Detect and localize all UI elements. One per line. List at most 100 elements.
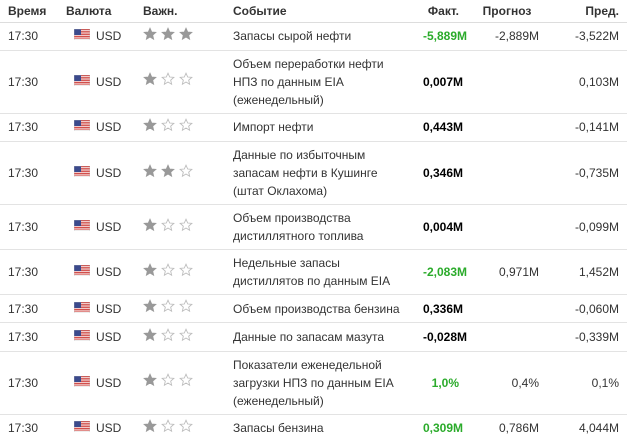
star	[161, 26, 175, 46]
time: 17:30	[0, 249, 58, 296]
star	[179, 299, 193, 318]
event-row: 17:30 USD Недельные запасы дистиллятов по …	[0, 249, 627, 296]
currency: USD	[66, 27, 127, 45]
currency: USD	[66, 328, 127, 346]
actual: -5,889M	[415, 22, 467, 51]
flag	[73, 27, 91, 45]
event: Объем производства бензина	[225, 294, 415, 324]
currency: USD	[66, 164, 127, 182]
event: Запасы сырой нефти	[225, 22, 415, 51]
importance-cell	[135, 141, 225, 206]
previous: 0,1%	[547, 351, 627, 415]
actual: 0,007M	[415, 50, 467, 114]
time: 17:30	[0, 141, 58, 206]
actual: -2,083M	[415, 249, 467, 296]
importance-stars	[143, 299, 193, 318]
actual: 0,336M	[415, 294, 467, 324]
actual: 1,0%	[415, 351, 467, 415]
previous: 1,452M	[547, 249, 627, 296]
star	[143, 419, 157, 438]
time: 17:30	[0, 351, 58, 415]
currency-cell: USD	[58, 141, 135, 206]
previous: 4,044M	[578, 421, 619, 436]
event-row: 17:30 USD Данные по запасам мазута -0,028M -…	[0, 322, 627, 352]
time: 17:30	[0, 294, 58, 324]
importance-stars	[143, 217, 193, 237]
currency-cell: USD	[58, 294, 135, 324]
importance-cell	[135, 351, 225, 415]
star	[161, 327, 175, 347]
currency-cell: USD	[58, 22, 135, 51]
star	[179, 217, 193, 237]
star	[143, 118, 157, 137]
forecast	[467, 294, 547, 324]
column-header: Пред.	[547, 0, 627, 23]
importance-stars	[143, 163, 193, 183]
star	[143, 262, 157, 282]
currency-cell: USD	[58, 414, 135, 442]
currency: USD	[66, 218, 127, 236]
time: 17:30	[0, 50, 58, 114]
event: Объем переработки нефти НПЗ по данным EI…	[225, 50, 415, 114]
star	[161, 118, 175, 137]
currency: USD	[66, 73, 127, 91]
actual: 0,004M	[415, 204, 467, 251]
star	[143, 373, 157, 392]
event: Импорт нефти	[225, 113, 415, 143]
previous: -0,099M	[547, 204, 627, 251]
forecast	[467, 204, 547, 251]
forecast: 0,4%	[467, 351, 547, 415]
previous: 0,103M	[547, 50, 627, 114]
importance-cell	[135, 22, 225, 51]
star	[161, 299, 175, 318]
star	[143, 217, 157, 237]
star	[143, 26, 157, 46]
flag	[73, 328, 91, 346]
star	[179, 327, 193, 347]
time: 17:30	[0, 113, 58, 143]
importance-stars	[143, 72, 193, 91]
event-row: 17:30 USD Объем производства дистиллятного…	[0, 204, 627, 251]
star	[179, 72, 193, 91]
currency-cell: USD	[58, 50, 135, 114]
currency-cell: USD	[58, 113, 135, 143]
importance-cell	[135, 294, 225, 324]
importance-cell	[135, 249, 225, 296]
event-row: 17:30 USD Показатели еженедельной загрузки…	[0, 351, 627, 415]
star	[161, 419, 175, 438]
star	[179, 26, 193, 46]
forecast	[467, 50, 547, 114]
star	[179, 262, 193, 282]
currency: USD	[66, 374, 127, 392]
forecast: -2,889M	[467, 22, 547, 51]
currency: USD	[66, 118, 127, 136]
flag	[73, 374, 91, 392]
currency-code: USD	[96, 74, 122, 89]
actual: -0,028M	[415, 322, 467, 352]
importance-cell	[135, 322, 225, 352]
importance-stars	[143, 419, 193, 438]
previous: -0,339M	[547, 322, 627, 352]
actual: 0,309M	[423, 421, 464, 436]
currency-code: USD	[96, 120, 122, 135]
flag	[73, 218, 91, 236]
forecast: 0,786M	[498, 421, 539, 436]
importance-stars	[143, 373, 193, 392]
currency-cell: USD	[58, 322, 135, 352]
star	[143, 72, 157, 91]
currency: USD	[66, 300, 127, 318]
currency: USD	[66, 419, 127, 437]
event-row: 17:30 USD Запасы бензина 0,309M 0,786M 4,044M	[0, 414, 627, 442]
event-row: 17:30 USD Объем переработки нефти НПЗ по д…	[0, 50, 627, 114]
previous: -3,522M	[547, 22, 627, 51]
previous: -0,141M	[547, 113, 627, 143]
column-header: Событие	[225, 0, 415, 23]
previous: -0,060M	[547, 294, 627, 324]
importance-stars	[143, 26, 193, 46]
star	[161, 163, 175, 183]
time: 17:30	[0, 204, 58, 251]
importance-stars	[143, 262, 193, 282]
time: 17:30	[0, 22, 58, 51]
